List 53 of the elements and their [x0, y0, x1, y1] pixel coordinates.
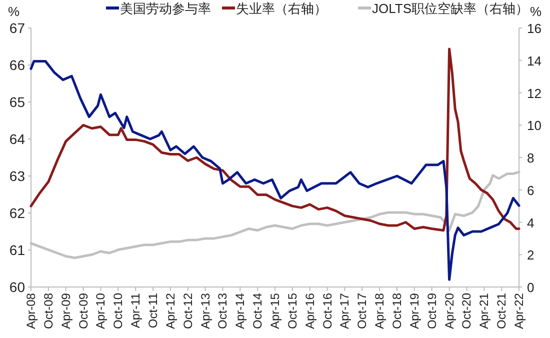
x-tick-label: Oct-11	[146, 292, 160, 328]
x-tick-label: Oct-18	[390, 292, 404, 330]
line-series	[30, 48, 520, 232]
y-tick-label: 60	[9, 279, 26, 295]
x-tick-label: Apr-20	[442, 292, 456, 330]
y-axis-title: %	[8, 4, 20, 19]
y-tick-label: 66	[9, 57, 26, 73]
x-tick-label: Apr-22	[512, 292, 526, 330]
x-tick-label: Apr-10	[94, 292, 108, 330]
x-tick-label: Oct-08	[41, 292, 56, 330]
line-series	[30, 60, 520, 281]
x-tick-label: Apr-17	[338, 292, 352, 330]
y2-tick-label: 10	[527, 118, 542, 134]
x-tick-label: Oct-19	[424, 292, 439, 330]
x-tick-label: Oct-14	[250, 292, 265, 330]
x-tick-label: Oct-21	[494, 292, 509, 330]
y2-tick-label: 6	[527, 182, 534, 198]
x-tick-label: Apr-18	[372, 292, 387, 330]
y2-tick-label: 14	[527, 53, 542, 68]
y2-tick-label: 4	[527, 215, 534, 230]
y-tick-label: 62	[9, 205, 26, 221]
y-tick-label: 64	[9, 131, 26, 147]
x-tick-label: Apr-08	[24, 292, 38, 330]
y2-tick-label: 2	[527, 248, 534, 263]
x-tick-label: Oct-12	[180, 292, 195, 330]
y2-tick-label: 16	[527, 21, 542, 36]
x-tick-label: Apr-19	[407, 292, 422, 330]
x-tick-label: Oct-09	[76, 292, 90, 330]
legend-label: 失业率（右轴）	[236, 1, 327, 16]
y2-tick-label: 0	[527, 280, 534, 295]
y-tick-label: 61	[9, 242, 26, 258]
y-tick-label: 67	[9, 20, 26, 36]
y2-tick-label: 12	[527, 86, 542, 101]
x-tick-label: Apr-14	[233, 292, 248, 330]
x-tick-label: Oct-10	[111, 292, 126, 330]
legend-label: JOLTS职位空缺率（右轴）	[372, 1, 528, 16]
x-tick-label: Apr-15	[268, 292, 282, 330]
y-tick-label: 63	[9, 168, 26, 184]
x-tick-label: Apr-09	[58, 292, 73, 330]
x-tick-label: Apr-13	[198, 292, 212, 330]
x-tick-label: Oct-15	[285, 292, 300, 330]
x-tick-label: Apr-12	[163, 292, 178, 330]
x-tick-label: Apr-11	[128, 292, 143, 328]
x-tick-label: Oct-16	[320, 292, 334, 330]
x-tick-label: Apr-16	[302, 292, 317, 330]
x-tick-label: Oct-13	[216, 292, 230, 330]
y-tick-label: 65	[9, 94, 26, 110]
x-tick-label: Oct-17	[355, 292, 370, 330]
y2-axis-title: %	[530, 4, 542, 19]
legend-label: 美国劳动参与率	[120, 1, 211, 16]
x-tick-label: Apr-21	[477, 292, 492, 330]
x-tick-label: Oct-20	[460, 292, 474, 330]
y2-tick-label: 8	[527, 150, 534, 166]
